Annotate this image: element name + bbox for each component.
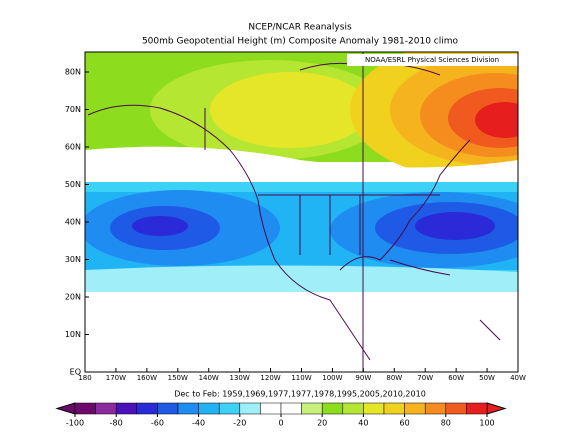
colorbar-tick-label: 60: [400, 419, 410, 428]
longitude-label: 80W: [386, 374, 402, 382]
longitude-label: 90W: [355, 374, 371, 382]
colorbar-extend-low: [55, 402, 76, 415]
longitude-label: 120W: [260, 374, 280, 382]
colorbar-bin: [342, 402, 364, 415]
colorbar-bin: [321, 402, 344, 415]
longitude-label: 50W: [479, 374, 495, 382]
colorbar-tick-label: -60: [151, 419, 164, 428]
latitude-label: 80N: [65, 68, 81, 77]
colorbar-bin: [177, 402, 199, 415]
colorbar-bin: [363, 402, 385, 415]
longitude-label: 140W: [199, 374, 219, 382]
longitude-label: 60W: [448, 374, 464, 382]
colorbar-bin: [74, 402, 96, 415]
longitude-label: 110W: [291, 374, 311, 382]
colorbar-bin: [136, 402, 158, 415]
subtitle: 500mb Geopotential Height (m) Composite …: [142, 37, 459, 47]
latitude-label: 30N: [65, 255, 81, 264]
credit: NOAA/ESRL Physical Sciences Division: [365, 56, 499, 64]
colorbar-bin: [466, 402, 488, 415]
latitude-label: 70N: [65, 105, 81, 114]
latitude-label: 50N: [65, 180, 81, 189]
colorbar-bin: [218, 402, 241, 415]
latitude-label: 20N: [65, 293, 81, 302]
colorbar-tick-label: 80: [441, 419, 451, 428]
title: NCEP/NCAR Reanalysis: [248, 23, 352, 33]
colorbar-bin: [157, 402, 179, 415]
colorbar-bin: [239, 402, 261, 415]
colorbar-extend-high: [486, 402, 507, 415]
colorbar-tick-label: -20: [233, 419, 246, 428]
longitude-label: 170W: [106, 374, 126, 382]
colorbar-bin: [301, 402, 323, 415]
longitude-label: 70W: [417, 374, 433, 382]
colorbar-tick-label: -80: [110, 419, 123, 428]
colorbar-bin: [95, 402, 117, 415]
colorbar-bin: [424, 402, 447, 415]
colorbar-bin: [445, 402, 467, 415]
colorbar-tick-label: 40: [358, 419, 368, 428]
colorbar-tick-label: -100: [66, 419, 84, 428]
longitude-label: 150W: [168, 374, 188, 382]
period: Dec to Feb: 1959,1969,1977,1977,1978,199…: [174, 390, 426, 399]
colorbar-bin: [404, 402, 426, 415]
longitude-label: 160W: [137, 374, 157, 382]
latitude-label: EQ: [70, 368, 81, 377]
longitude-label: 40W: [510, 374, 526, 382]
colorbar-tick-label: -40: [192, 419, 205, 428]
latitude-label: 60N: [65, 143, 81, 152]
longitude-label: 100W: [322, 374, 342, 382]
latitude-label: 10N: [65, 330, 81, 339]
colorbar-tick-label: 20: [317, 419, 327, 428]
colorbar-bin: [115, 402, 138, 415]
anomaly-field: [85, 52, 518, 372]
longitude-label: 130W: [229, 374, 249, 382]
colorbar-tick-label: 100: [479, 419, 494, 428]
colorbar-bin: [383, 402, 405, 415]
colorbar-bin: [260, 402, 282, 415]
latitude-label: 40N: [65, 218, 81, 227]
colorbar-bin: [280, 402, 302, 415]
longitude-label: 180: [78, 374, 91, 382]
colorbar-tick-label: 0: [278, 419, 283, 428]
colorbar-bin: [198, 402, 220, 415]
